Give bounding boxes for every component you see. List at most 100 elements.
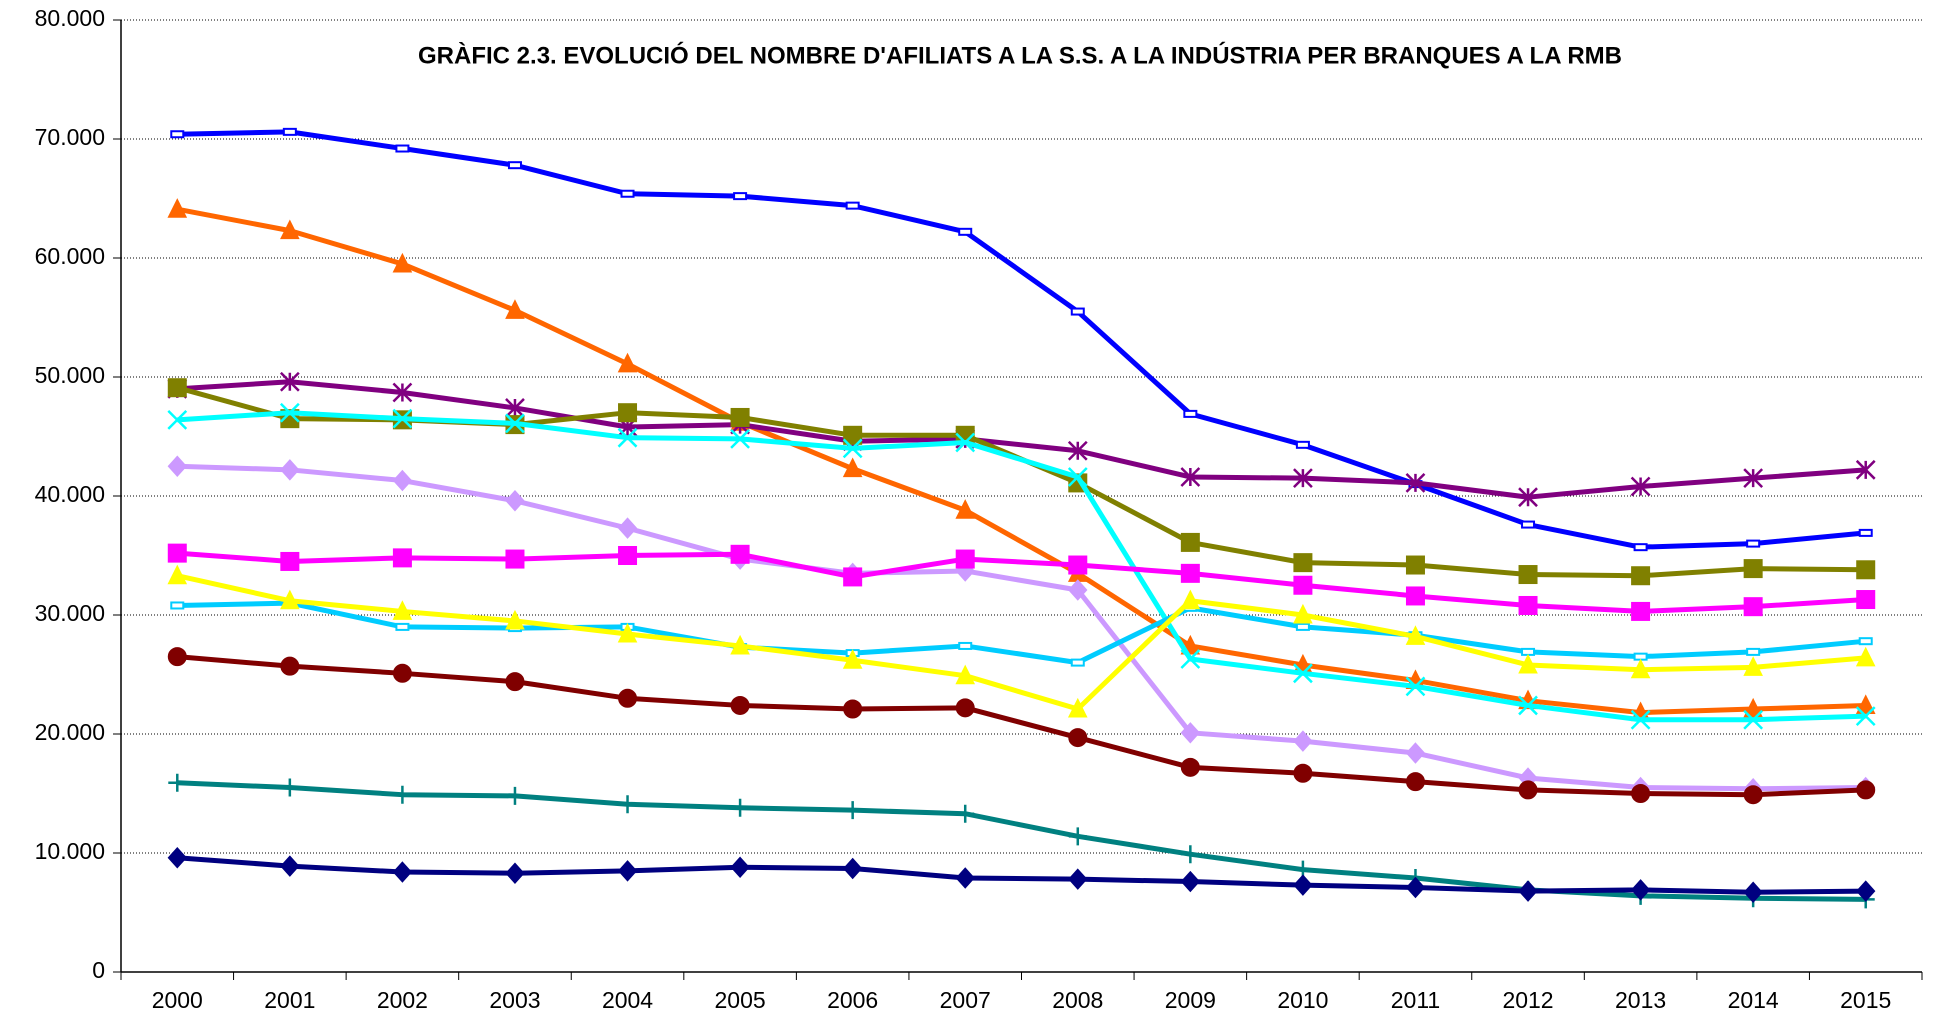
- y-tick-label: 30.000: [35, 600, 105, 626]
- x-tick-label: 2012: [1502, 987, 1553, 1013]
- marker: [505, 549, 525, 569]
- marker: [280, 551, 300, 571]
- marker: [395, 144, 410, 153]
- series-line: [177, 550, 1866, 614]
- marker: [843, 699, 863, 719]
- marker: [1405, 676, 1426, 697]
- x-tick-label: 2010: [1277, 987, 1328, 1013]
- marker: [507, 161, 522, 170]
- marker: [1180, 757, 1200, 777]
- marker: [618, 403, 638, 423]
- marker: [1633, 543, 1648, 552]
- chart-title: GRÀFIC 2.3. EVOLUCIÓ DEL NOMBRE D'AFILIA…: [418, 41, 1622, 69]
- marker: [392, 861, 413, 883]
- marker: [1631, 784, 1651, 803]
- marker: [505, 672, 525, 692]
- marker: [1180, 722, 1201, 744]
- y-tick-label: 70.000: [35, 124, 105, 150]
- x-tick-label: 2009: [1165, 987, 1216, 1013]
- series-line: [177, 855, 1866, 895]
- marker: [843, 425, 863, 445]
- marker: [505, 398, 525, 418]
- marker: [168, 773, 187, 792]
- marker: [1293, 730, 1313, 752]
- marker: [958, 641, 973, 650]
- marker: [1855, 646, 1876, 667]
- series-line: [177, 379, 1866, 500]
- marker: [1518, 695, 1538, 716]
- marker: [1405, 555, 1425, 575]
- marker: [392, 548, 412, 568]
- marker: [1743, 785, 1763, 805]
- marker: [1743, 656, 1763, 676]
- marker: [955, 549, 975, 569]
- marker: [1630, 879, 1651, 901]
- marker: [167, 198, 188, 218]
- marker: [1746, 647, 1761, 656]
- marker: [1855, 694, 1876, 714]
- marker: [505, 413, 525, 434]
- marker: [1858, 528, 1873, 537]
- marker: [1180, 563, 1200, 583]
- series-line: [177, 600, 1866, 666]
- marker: [392, 663, 412, 683]
- marker: [958, 227, 973, 236]
- marker: [392, 382, 413, 403]
- marker: [955, 698, 975, 718]
- marker: [1856, 590, 1876, 610]
- marker: [1518, 653, 1538, 674]
- marker: [1630, 476, 1651, 497]
- marker: [280, 219, 300, 240]
- marker: [1518, 880, 1538, 902]
- y-tick-label: 80.000: [35, 5, 105, 31]
- marker: [730, 544, 750, 564]
- marker: [1405, 625, 1426, 645]
- marker: [730, 428, 750, 449]
- marker: [505, 862, 525, 884]
- marker: [1743, 881, 1763, 904]
- marker: [955, 432, 976, 453]
- x-tick-label: 2014: [1728, 987, 1779, 1013]
- series-line: [177, 780, 1866, 902]
- marker: [280, 855, 300, 877]
- marker: [1180, 870, 1201, 893]
- marker: [1181, 845, 1200, 864]
- marker: [167, 378, 187, 398]
- marker: [392, 600, 413, 620]
- marker: [1405, 772, 1425, 792]
- marker: [730, 407, 750, 427]
- marker: [167, 564, 188, 585]
- marker: [955, 499, 976, 519]
- marker: [1405, 586, 1425, 606]
- series-line: [176, 206, 1866, 716]
- series-line: [177, 463, 1866, 792]
- marker: [1518, 565, 1538, 585]
- x-tick-label: 2011: [1391, 987, 1440, 1013]
- marker: [1067, 697, 1088, 718]
- marker: [1405, 742, 1426, 764]
- marker: [730, 634, 750, 655]
- marker: [167, 647, 187, 667]
- y-tick-label: 40.000: [35, 481, 105, 507]
- marker: [167, 455, 187, 477]
- marker: [1743, 709, 1764, 730]
- marker: [733, 192, 748, 201]
- marker: [1180, 589, 1201, 610]
- marker: [1743, 468, 1764, 489]
- marker: [730, 856, 750, 879]
- marker: [1070, 307, 1085, 316]
- marker: [1067, 467, 1088, 487]
- marker: [1631, 601, 1651, 621]
- x-tick-label: 2001: [264, 987, 315, 1013]
- marker: [1405, 876, 1426, 899]
- series-line: [177, 410, 1866, 723]
- marker: [1518, 487, 1538, 508]
- marker: [842, 649, 863, 669]
- marker: [1295, 440, 1310, 449]
- y-tick-label: 20.000: [35, 719, 105, 745]
- marker: [618, 795, 637, 814]
- marker: [280, 459, 300, 481]
- marker: [1858, 637, 1873, 646]
- marker: [1855, 706, 1876, 727]
